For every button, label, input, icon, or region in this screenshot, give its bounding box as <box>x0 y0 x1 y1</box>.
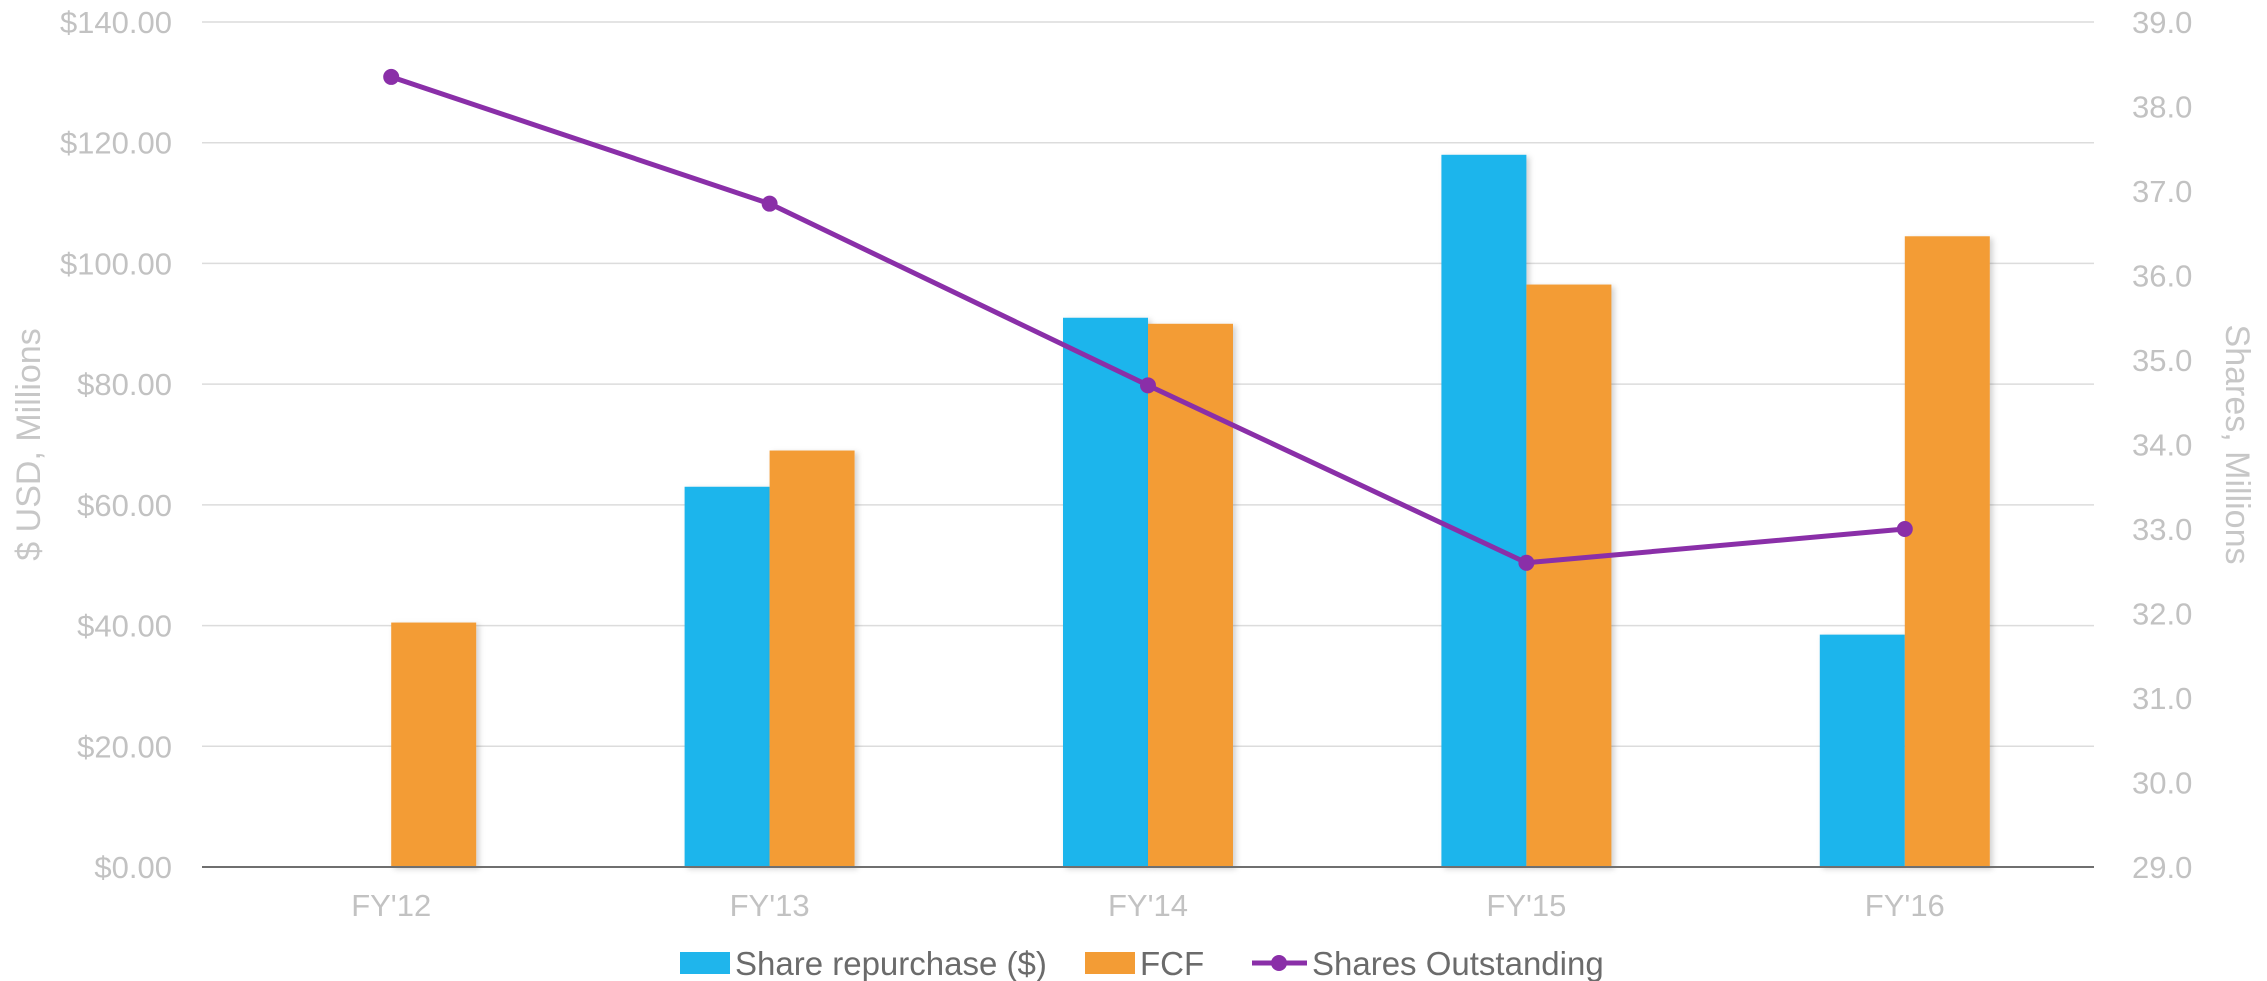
y2-axis-tick-label: 35.0 <box>2132 343 2192 378</box>
bar-fcf-4 <box>1904 236 1990 868</box>
y-axis-tick-label: $20.00 <box>77 729 172 764</box>
y-axis-tick-label: $40.00 <box>77 609 172 644</box>
shares-outstanding-point-1 <box>761 195 778 212</box>
legend-label: FCF <box>1140 945 1204 981</box>
bar-share-repurchase-4 <box>1819 634 1905 867</box>
bar-share-repurchase-2 <box>1063 317 1148 867</box>
y2-axis-tick-label: 34.0 <box>2132 428 2192 463</box>
bar-share-repurchase-3 <box>1441 154 1527 868</box>
legend-swatch-0 <box>680 952 730 974</box>
y2-axis-tick-label: 33.0 <box>2132 512 2192 547</box>
bar-fcf-0 <box>391 622 477 867</box>
y-axis-title: $ USD, Millions <box>10 328 48 560</box>
shares-outstanding-point-0 <box>383 68 400 85</box>
y-axis-tick-label: $120.00 <box>60 126 172 161</box>
y2-axis-tick-label: 32.0 <box>2132 597 2192 632</box>
y2-axis-tick-label: 39.0 <box>2132 5 2192 40</box>
y-axis-tick-label: $60.00 <box>77 488 172 523</box>
legend-swatch-1 <box>1085 952 1135 974</box>
legend-label: Shares Outstanding <box>1312 945 1604 981</box>
bar-fcf-2 <box>1148 323 1233 867</box>
y-axis-tick-label: $100.00 <box>60 246 172 281</box>
x-axis-tick-label: FY'14 <box>1108 888 1188 923</box>
y2-axis-tick-label: 29.0 <box>2132 850 2192 885</box>
x-axis-tick-label: FY'13 <box>730 888 810 923</box>
bar-fcf-3 <box>1526 284 1612 867</box>
bar-fcf-1 <box>769 450 855 867</box>
y2-axis-tick-label: 36.0 <box>2132 259 2192 294</box>
y2-axis-tick-label: 31.0 <box>2132 681 2192 716</box>
y2-axis-tick-label: 37.0 <box>2132 174 2192 209</box>
x-axis-tick-label: FY'15 <box>1486 888 1566 923</box>
y2-axis-tick-label: 38.0 <box>2132 90 2192 125</box>
y-axis-tick-label: $0.00 <box>94 850 172 885</box>
y2-axis-title: Shares, Millions <box>2218 325 2256 565</box>
legend-label: Share repurchase ($) <box>735 945 1047 981</box>
x-axis-tick-label: FY'12 <box>351 888 431 923</box>
y-axis-tick-label: $140.00 <box>60 5 172 40</box>
shares-outstanding-point-3 <box>1518 554 1535 571</box>
y-axis-tick-label: $80.00 <box>77 367 172 402</box>
shares-outstanding-point-4 <box>1896 521 1913 537</box>
legend-marker-2 <box>1271 955 1287 971</box>
x-axis-tick-label: FY'16 <box>1865 888 1945 923</box>
shares-outstanding-point-2 <box>1140 377 1156 394</box>
y2-axis-tick-label: 30.0 <box>2132 766 2192 801</box>
bar-share-repurchase-1 <box>684 486 770 867</box>
